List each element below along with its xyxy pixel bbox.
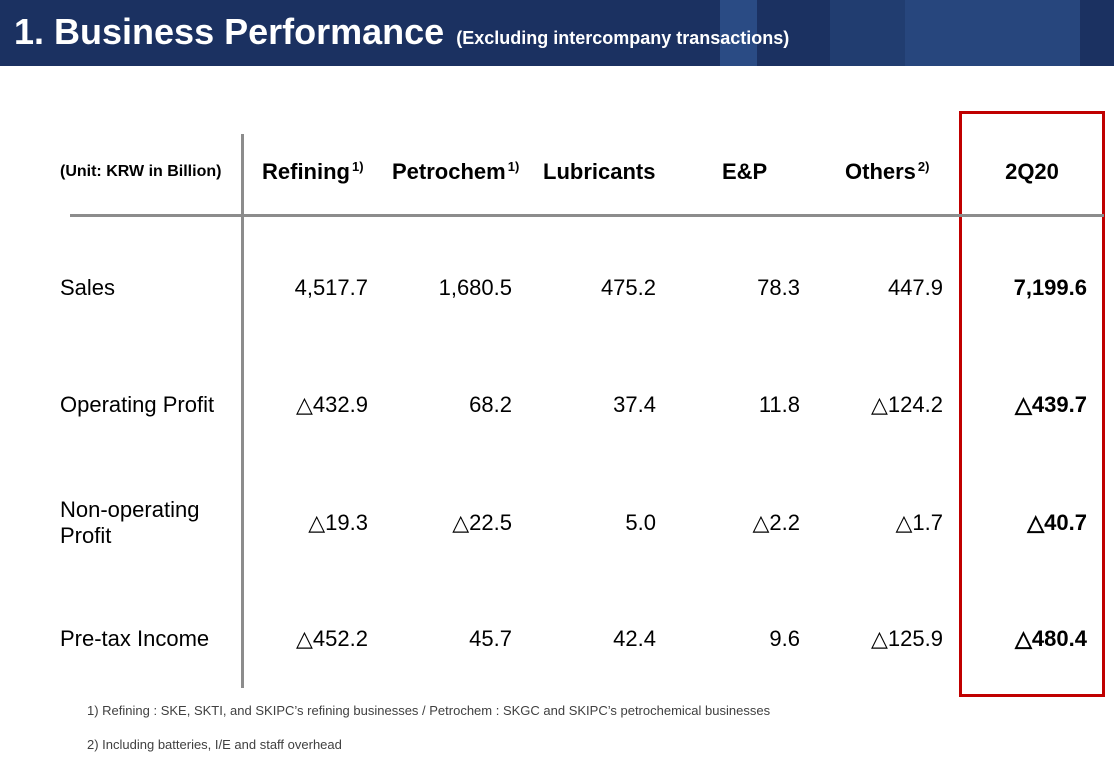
header-accent-block xyxy=(720,0,757,66)
footnote-marker: 2) xyxy=(917,159,930,174)
cell-ep: 11.8 xyxy=(758,392,800,417)
column-header-label: Others xyxy=(845,159,916,184)
table-row-operating-profit: Operating Profit △432.9 68.2 37.4 11.8 △… xyxy=(0,392,1114,418)
column-header-ep: E&P xyxy=(722,159,767,185)
cell-ep: △2.2 xyxy=(752,510,800,535)
row-label: Pre-tax Income xyxy=(60,626,210,651)
header-title-group: 1. Business Performance (Excluding inter… xyxy=(14,12,789,52)
cell-lubricants: 42.4 xyxy=(613,626,656,651)
header-accent-block xyxy=(905,0,1080,66)
row-label: Non-operating Profit xyxy=(60,497,200,548)
column-header-label: E&P xyxy=(722,159,768,184)
slide-header: 1. Business Performance (Excluding inter… xyxy=(0,0,1114,66)
page-title: 1. Business Performance xyxy=(14,11,445,52)
row-label: Operating Profit xyxy=(60,392,215,417)
table-row-pre-tax-income: Pre-tax Income △452.2 45.7 42.4 9.6 △125… xyxy=(0,626,1114,652)
cell-lubricants: 475.2 xyxy=(600,275,656,300)
vertical-divider xyxy=(241,134,244,688)
header-divider xyxy=(70,214,1104,217)
footnote-marker: 1) xyxy=(352,159,364,174)
column-header-2q20: 2Q20 xyxy=(962,159,1102,185)
cell-others: △1.7 xyxy=(895,510,943,535)
column-header-petrochem: Petrochem 1) xyxy=(392,159,519,185)
cell-refining: △432.9 xyxy=(296,392,368,417)
column-header-label: Petrochem xyxy=(392,159,506,184)
cell-refining: △19.3 xyxy=(308,510,368,535)
footnote-marker: 1) xyxy=(507,159,520,174)
cell-2q20-total: △40.7 xyxy=(1027,510,1087,535)
cell-lubricants: 37.4 xyxy=(613,392,656,417)
cell-petrochem: 45.7 xyxy=(469,626,512,651)
cell-others: △124.2 xyxy=(871,392,943,417)
highlight-box-2q20 xyxy=(959,111,1105,697)
column-header-label: Refining xyxy=(262,159,350,184)
cell-petrochem: 68.2 xyxy=(469,392,512,417)
table-row-non-operating-profit: Non-operating Profit △19.3 △22.5 5.0 △2.… xyxy=(0,497,1114,549)
column-header-label: 2Q20 xyxy=(1005,159,1059,184)
unit-label: (Unit: KRW in Billion) xyxy=(60,163,222,180)
cell-others: △125.9 xyxy=(871,626,943,651)
cell-others: 447.9 xyxy=(887,275,943,300)
column-header-others: Others 2) xyxy=(845,159,929,185)
cell-ep: 78.3 xyxy=(757,275,800,300)
column-header-lubricants: Lubricants xyxy=(543,159,655,185)
cell-2q20-total: 7,199.6 xyxy=(1013,275,1087,300)
row-label: Sales xyxy=(60,275,116,300)
page-subtitle: (Excluding intercompany transactions) xyxy=(456,28,790,48)
header-accent-block xyxy=(830,0,905,66)
column-header-label: Lubricants xyxy=(543,159,656,184)
cell-refining: △452.2 xyxy=(296,626,368,651)
cell-refining: 4,517.7 xyxy=(294,275,368,300)
cell-lubricants: 5.0 xyxy=(625,510,656,535)
table-row-sales: Sales 4,517.7 1,680.5 475.2 78.3 447.9 7… xyxy=(0,275,1114,301)
cell-ep: 9.6 xyxy=(769,626,800,651)
footnote-2: 2) Including batteries, I/E and staff ov… xyxy=(87,737,342,752)
column-header-refining: Refining 1) xyxy=(262,159,364,185)
cell-petrochem: 1,680.5 xyxy=(438,275,512,300)
cell-2q20-total: △439.7 xyxy=(1015,392,1087,417)
footnote-1: 1) Refining : SKE, SKTI, and SKIPC’s ref… xyxy=(87,703,771,718)
cell-2q20-total: △480.4 xyxy=(1015,626,1087,651)
cell-petrochem: △22.5 xyxy=(452,510,512,535)
